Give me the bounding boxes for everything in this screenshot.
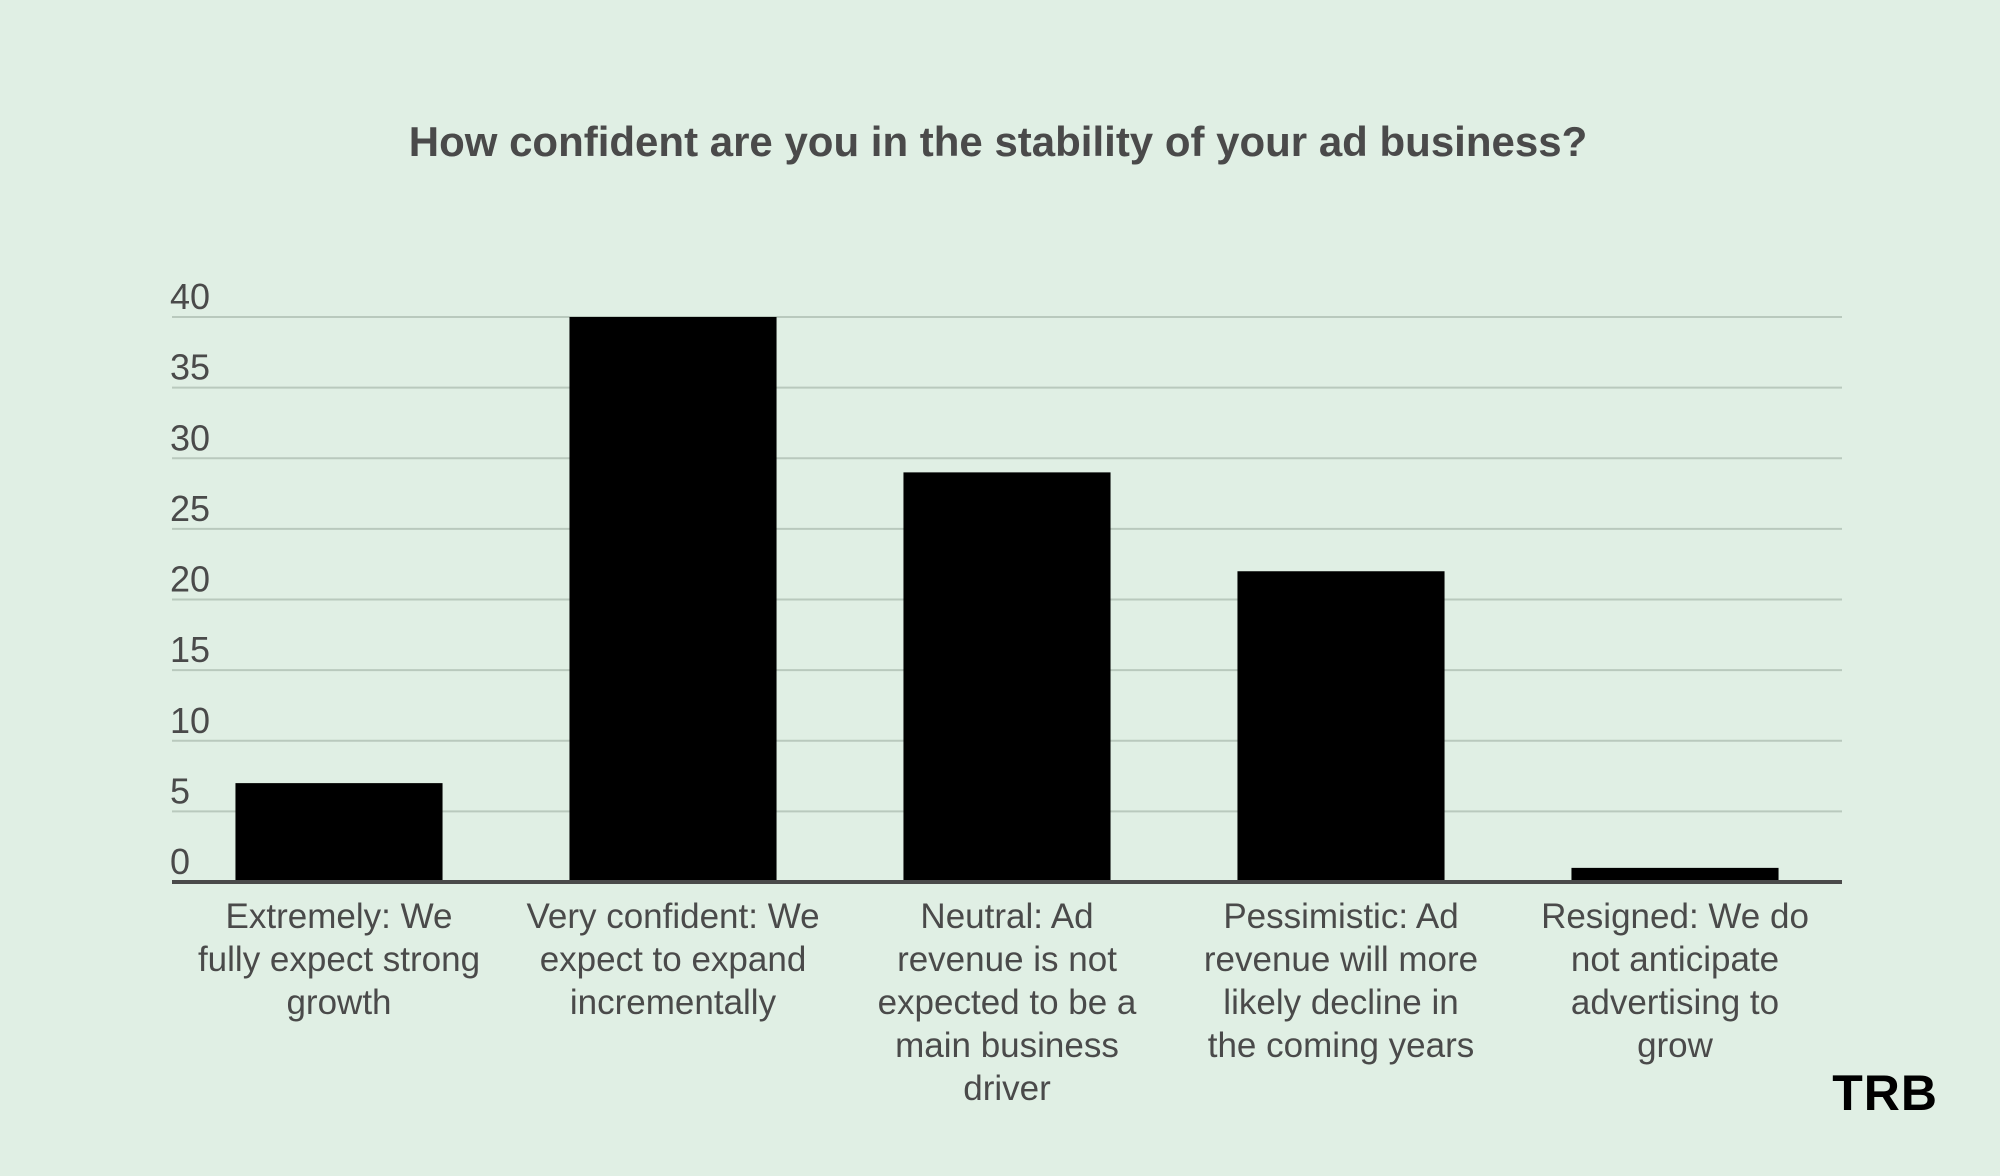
- y-tick-label: 25: [170, 488, 210, 529]
- x-tick-label: revenue will more: [1204, 940, 1478, 979]
- x-axis-labels: Extremely: We fully expect strong growth Ve…: [198, 897, 1809, 1108]
- x-tick-label: the coming years: [1208, 1026, 1475, 1065]
- x-tick-label: grow: [1637, 1026, 1714, 1065]
- x-tick-label: Very confident: We: [526, 897, 819, 936]
- x-tick-label: Pessimistic: Ad: [1223, 897, 1458, 936]
- bar-2: [569, 317, 777, 882]
- bars: [235, 317, 1779, 882]
- x-tick-label: not anticipate: [1571, 940, 1779, 979]
- chart-title: How confident are you in the stability o…: [409, 118, 1587, 165]
- y-tick-label: 0: [170, 841, 190, 882]
- x-tick-label: fully expect strong: [198, 940, 480, 979]
- bar-1: [235, 783, 443, 882]
- x-tick-label: Resigned: We do: [1541, 897, 1809, 936]
- x-tick-label: likely decline in: [1223, 983, 1458, 1022]
- x-tick-label: incrementally: [570, 983, 777, 1022]
- x-tick-label: expect to expand: [540, 940, 807, 979]
- trb-logo: TRB: [1832, 1065, 1938, 1121]
- x-tick-label: advertising to: [1571, 983, 1779, 1022]
- bar-4: [1237, 571, 1445, 882]
- x-tick-label: revenue is not: [897, 940, 1117, 979]
- y-tick-label: 5: [170, 770, 190, 811]
- x-tick-label: Neutral: Ad: [920, 897, 1093, 936]
- bar-5: [1571, 867, 1779, 882]
- y-tick-label: 10: [170, 700, 210, 741]
- bar-3: [903, 472, 1111, 882]
- y-tick-label: 15: [170, 629, 210, 670]
- y-tick-label: 40: [170, 276, 210, 317]
- y-tick-label: 35: [170, 347, 210, 388]
- y-tick-label: 30: [170, 417, 210, 458]
- x-tick-label: main business: [895, 1026, 1119, 1065]
- x-tick-label: driver: [963, 1069, 1051, 1108]
- x-tick-label: growth: [286, 983, 391, 1022]
- x-tick-label: Extremely: We: [226, 897, 453, 936]
- x-tick-label: expected to be a: [878, 983, 1137, 1022]
- y-tick-label: 20: [170, 559, 210, 600]
- y-axis-ticks: 0 5 10 15 20 25 30 35 40: [170, 276, 210, 882]
